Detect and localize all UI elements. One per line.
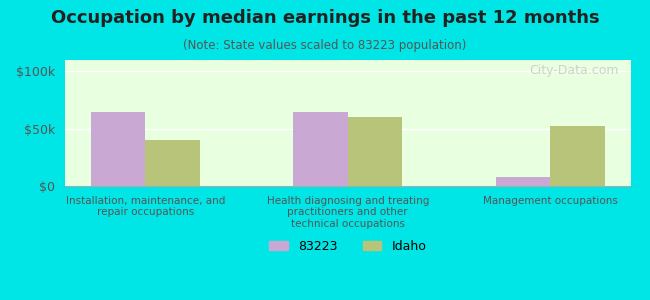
Bar: [91, 112, 145, 186]
Bar: [145, 140, 200, 186]
Text: City-Data.com: City-Data.com: [530, 64, 619, 77]
Text: Occupation by median earnings in the past 12 months: Occupation by median earnings in the pas…: [51, 9, 599, 27]
Bar: [551, 126, 604, 186]
Bar: [293, 112, 348, 186]
Bar: [496, 177, 551, 186]
Legend: 83223, Idaho: 83223, Idaho: [265, 235, 431, 258]
Bar: [348, 117, 402, 186]
Text: (Note: State values scaled to 83223 population): (Note: State values scaled to 83223 popu…: [183, 39, 467, 52]
